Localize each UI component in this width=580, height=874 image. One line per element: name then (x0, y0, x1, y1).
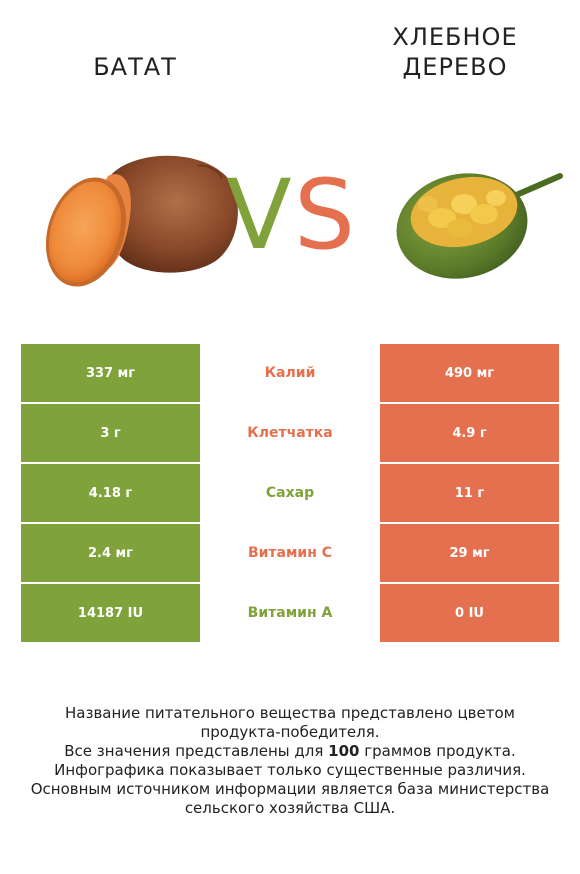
vs-mark: V S (226, 164, 355, 264)
right-value: 29 мг (380, 524, 559, 582)
right-value: 11 г (380, 464, 559, 522)
sweet-potato-image (45, 155, 238, 287)
nutrient-label: Сахар (200, 464, 380, 522)
comparison-table: 337 мг Калий 490 мг 3 г Клетчатка 4.9 г … (21, 344, 559, 644)
food-right-title: ХЛЕБНОЕ ДЕРЕВО (392, 23, 518, 81)
left-value: 14187 IU (21, 584, 200, 642)
right-value: 490 мг (380, 344, 559, 402)
table-row: 2.4 мг Витамин C 29 мг (21, 524, 559, 582)
nutrient-label: Клетчатка (200, 404, 380, 462)
left-value: 2.4 мг (21, 524, 200, 582)
vs-letter-s: S (294, 164, 355, 264)
food-left-title: БАТАТ (93, 53, 177, 81)
jackfruit-image (396, 173, 563, 279)
nutrient-label: Витамин C (200, 524, 380, 582)
table-row: 337 мг Калий 490 мг (21, 344, 559, 402)
table-row: 4.18 г Сахар 11 г (21, 464, 559, 522)
vs-letter-v: V (226, 164, 292, 264)
left-value: 337 мг (21, 344, 200, 402)
footer-note: Название питательного вещества представл… (30, 704, 550, 817)
nutrient-label: Витамин A (200, 584, 380, 642)
left-value: 3 г (21, 404, 200, 462)
table-row: 14187 IU Витамин A 0 IU (21, 584, 559, 642)
right-value: 0 IU (380, 584, 559, 642)
left-value: 4.18 г (21, 464, 200, 522)
nutrient-label: Калий (200, 344, 380, 402)
table-row: 3 г Клетчатка 4.9 г (21, 404, 559, 462)
right-value: 4.9 г (380, 404, 559, 462)
